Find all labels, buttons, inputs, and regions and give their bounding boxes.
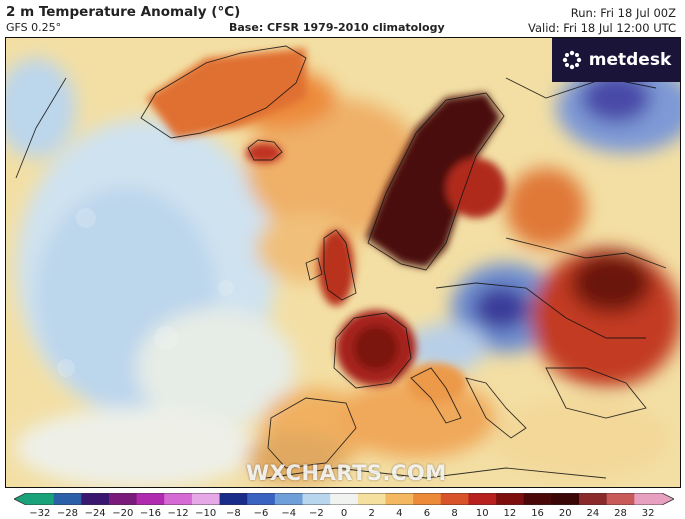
colorbar-segment <box>357 493 386 505</box>
colorbar-tick-label: 20 <box>558 508 572 519</box>
colorbar-segment <box>523 493 552 505</box>
colorbar-tick-label: 12 <box>503 508 517 519</box>
anomaly-map-canvas <box>6 38 680 487</box>
model-label: GFS 0.25° <box>6 21 62 34</box>
colorbar-segment <box>385 493 414 505</box>
map-title: 2 m Temperature Anomaly (°C) <box>6 4 241 20</box>
colorbar-segment <box>496 493 525 505</box>
colorbar-tick-label: 0 <box>340 508 348 519</box>
colorbar-tick-label: −12 <box>167 508 189 519</box>
metdesk-logo-icon <box>561 49 583 71</box>
colorbar-segment <box>468 493 497 505</box>
colorbar-segment <box>551 493 580 505</box>
wxcharts-watermark: WXCHARTS.COM <box>246 461 447 485</box>
colorbar-tick-label: 32 <box>641 508 655 519</box>
colorbar-segment <box>53 493 82 505</box>
anomaly-map[interactable]: metdesk WXCHARTS.COM <box>5 37 681 488</box>
colorbar-tick-label: −4 <box>281 508 297 519</box>
colorbar-tick-label: −24 <box>84 508 106 519</box>
colorbar-tick-label: 6 <box>423 508 431 519</box>
run-time: Run: Fri 18 Jul 00Z <box>570 6 676 20</box>
colorbar-segment <box>26 493 55 505</box>
colorbar-segment <box>440 493 469 505</box>
colorbar-tick-label: −6 <box>253 508 269 519</box>
colorbar-bar <box>13 492 675 506</box>
colorbar-segment <box>219 493 248 505</box>
colorbar-segment <box>634 493 663 505</box>
colorbar-tick-label: 4 <box>396 508 403 519</box>
metdesk-logo: metdesk <box>552 38 680 82</box>
metdesk-logo-text: metdesk <box>588 50 672 70</box>
colorbar-segment <box>108 493 138 505</box>
colorbar-tick-label: 2 <box>368 508 375 519</box>
colorbar-segment <box>81 493 110 505</box>
colorbar-tick-label: −2 <box>308 508 324 519</box>
colorbar-segment <box>164 493 193 505</box>
colorbar-segment <box>330 493 359 505</box>
colorbar-tick-label: −10 <box>195 508 217 519</box>
colorbar-segment <box>247 493 276 505</box>
colorbar-tick-label: −16 <box>139 508 161 519</box>
colorbar-segment <box>413 493 442 505</box>
base-label: Base: CFSR 1979-2010 climatology <box>229 21 445 34</box>
colorbar-segment <box>606 493 635 505</box>
colorbar-segment <box>136 493 165 505</box>
colorbar: −32 −28 −24 −20 −16 −12 −10 −8 −6 −4 −2 0 2 4 6 8 10 12 16… <box>13 490 675 519</box>
colorbar-min-extend <box>14 493 26 505</box>
colorbar-tick-label: −20 <box>112 508 134 519</box>
colorbar-tick-label: 16 <box>531 508 544 519</box>
colorbar-tick-label: −28 <box>56 508 79 519</box>
colorbar-max-extend <box>662 493 674 505</box>
valid-time: Valid: Fri 18 Jul 12:00 UTC <box>527 21 676 35</box>
colorbar-tick-label: 28 <box>614 508 627 519</box>
colorbar-segment <box>579 493 608 505</box>
colorbar-segment <box>302 493 331 505</box>
colorbar-tick-label: 24 <box>586 508 600 519</box>
colorbar-segment <box>274 493 304 505</box>
colorbar-tick-label: 10 <box>475 508 489 519</box>
colorbar-segment <box>191 493 221 505</box>
colorbar-tick-label: 8 <box>451 508 458 519</box>
colorbar-tick-label: −8 <box>226 508 241 519</box>
colorbar-tick-label: −32 <box>29 508 51 519</box>
